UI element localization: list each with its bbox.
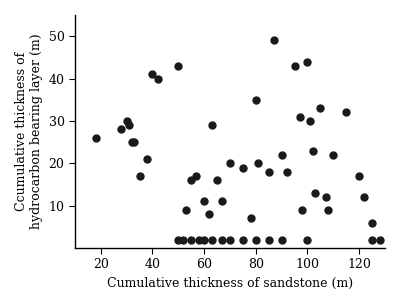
Point [118,127,125,132]
Point [361,195,368,200]
Point [356,174,362,178]
Point [188,178,194,183]
Point [304,59,311,64]
Point [144,156,150,161]
Point [304,237,311,242]
Point [322,195,329,200]
Y-axis label: Ccumulative thickness of
hydrocarbon bearing layer (m): Ccumulative thickness of hydrocarbon bea… [15,34,43,229]
Point [330,152,336,157]
Point [92,135,99,140]
Point [193,174,200,178]
Point [248,216,254,221]
Point [299,207,306,212]
Point [180,237,187,242]
Point [310,148,316,153]
Point [296,114,303,119]
Point [149,72,156,77]
Point [266,169,272,174]
Point [227,161,233,166]
Point [196,237,202,242]
Point [131,140,138,145]
Point [278,237,285,242]
Point [209,123,215,127]
Point [175,63,182,68]
Point [317,106,324,111]
Point [136,174,143,178]
Point [255,161,262,166]
Point [343,110,350,115]
Point [325,207,331,212]
Point [271,38,277,43]
Point [129,140,135,145]
X-axis label: Cumulative thickness of sandstone (m): Cumulative thickness of sandstone (m) [107,277,353,290]
Point [240,165,246,170]
Point [312,191,318,196]
Point [278,152,285,157]
Point [214,178,220,183]
Point [183,207,189,212]
Point [206,212,212,217]
Point [126,123,132,127]
Point [201,199,207,204]
Point [266,237,272,242]
Point [209,237,215,242]
Point [377,237,383,242]
Point [227,237,233,242]
Point [175,237,182,242]
Point [369,220,375,225]
Point [201,237,207,242]
Point [154,76,161,81]
Point [253,237,259,242]
Point [307,118,313,123]
Point [253,97,259,102]
Point [188,237,194,242]
Point [124,118,130,123]
Point [219,237,226,242]
Point [369,237,375,242]
Point [240,237,246,242]
Point [284,169,290,174]
Point [219,199,226,204]
Point [291,63,298,68]
